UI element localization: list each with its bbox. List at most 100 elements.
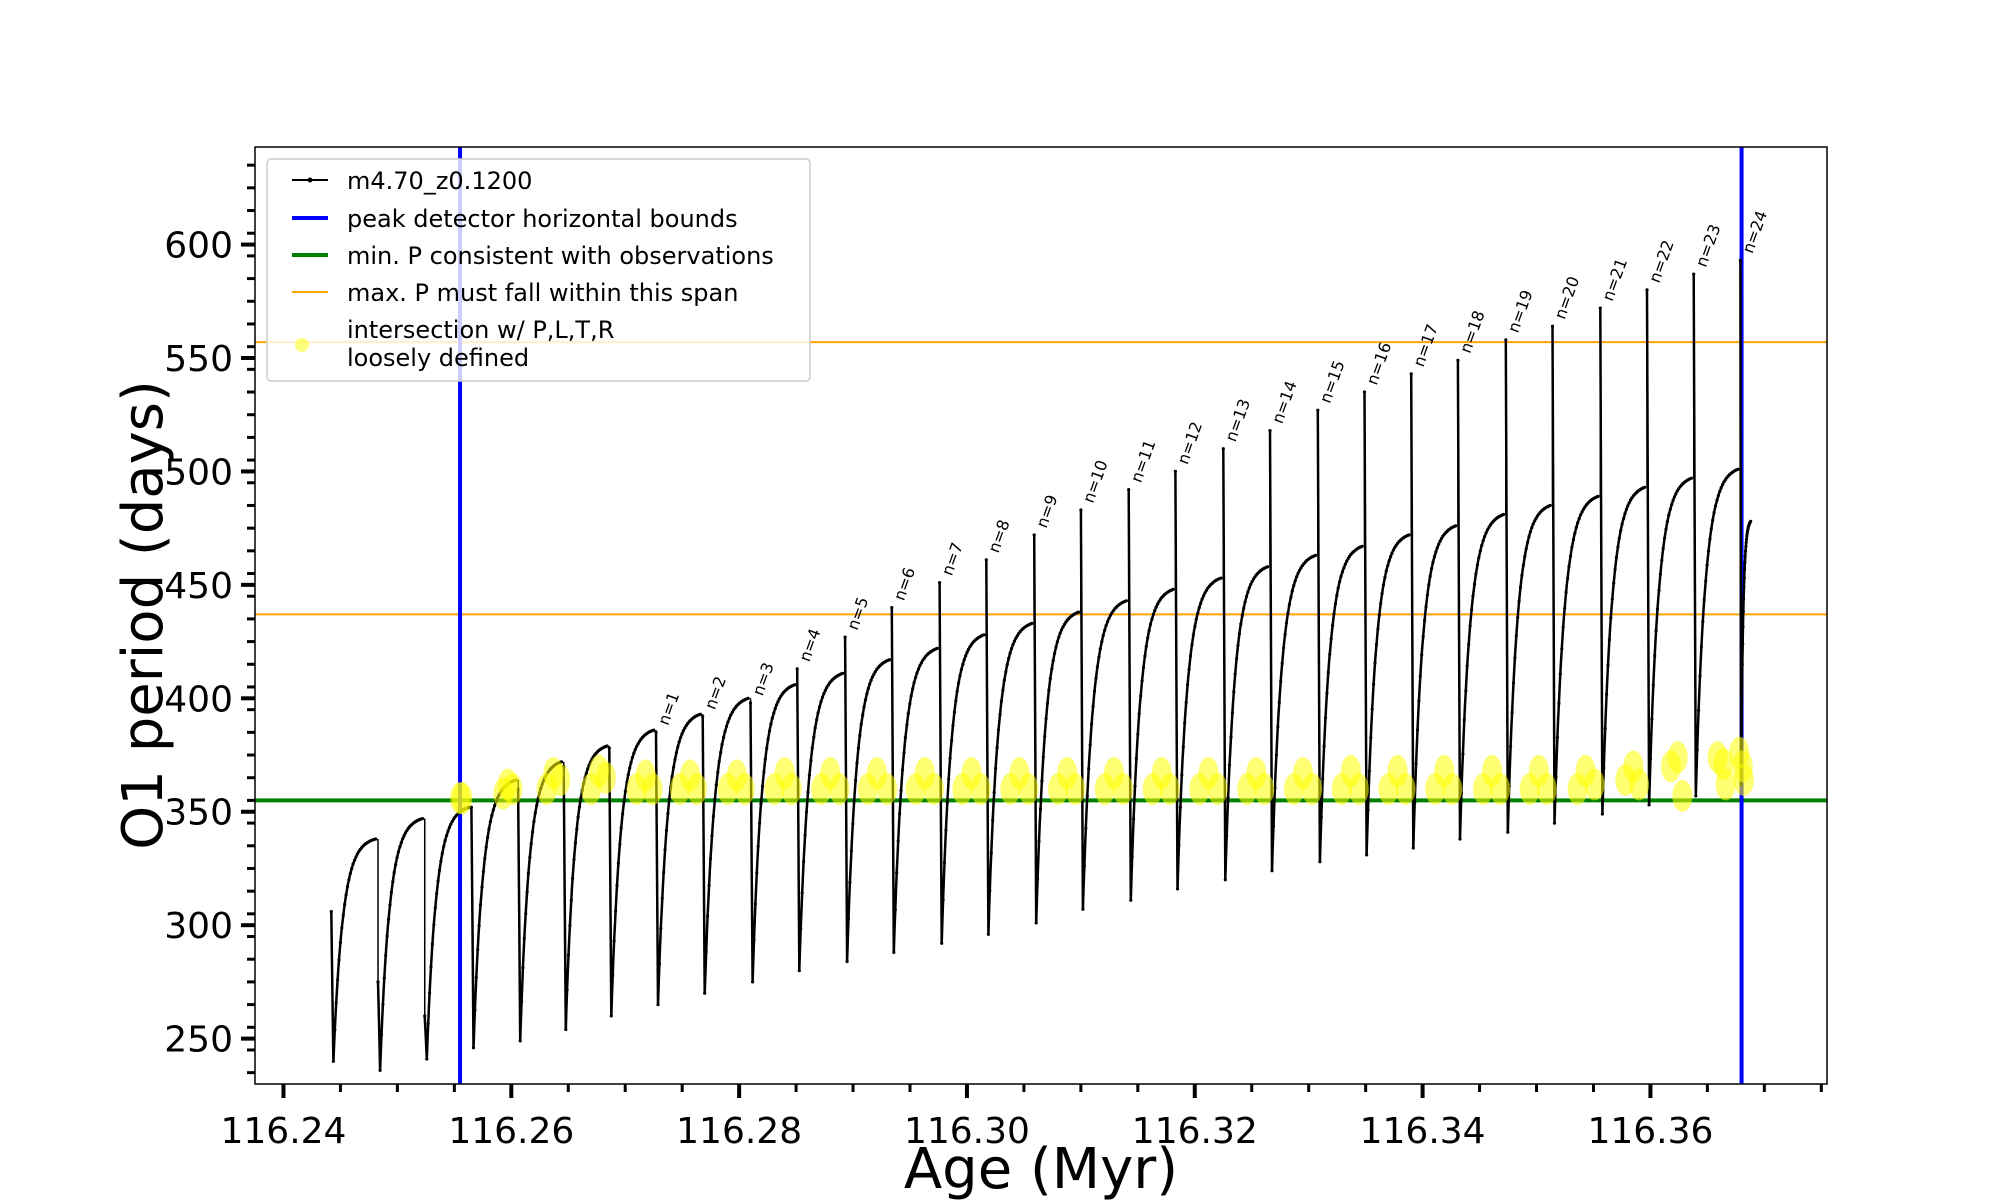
model-point xyxy=(1415,728,1420,732)
model-point xyxy=(1001,688,1005,692)
model-point xyxy=(1464,689,1468,693)
model-point xyxy=(1289,595,1293,599)
model-point xyxy=(961,662,965,666)
model-point xyxy=(401,837,405,841)
model-point xyxy=(887,658,892,662)
model-point xyxy=(1137,712,1141,716)
intersection-marker xyxy=(1207,773,1228,806)
model-point xyxy=(331,1059,335,1063)
model-point xyxy=(376,980,380,984)
model-point xyxy=(1743,554,1747,558)
model-point xyxy=(767,729,772,733)
model-point xyxy=(1462,718,1466,722)
model-point xyxy=(820,695,825,699)
model-point xyxy=(436,879,440,883)
model-point xyxy=(1282,646,1286,650)
model-point xyxy=(1184,700,1188,705)
model-point xyxy=(569,898,573,902)
model-point xyxy=(951,723,955,727)
model-point xyxy=(674,751,679,755)
model-point xyxy=(614,909,618,913)
model-point xyxy=(1424,605,1428,609)
model-point xyxy=(954,699,958,703)
model-point xyxy=(353,858,357,862)
intersection-marker xyxy=(550,763,571,796)
model-point xyxy=(818,705,822,709)
model-point xyxy=(1243,600,1247,604)
intersection-marker xyxy=(1672,779,1693,812)
model-point xyxy=(1186,683,1190,687)
model-point xyxy=(683,726,687,730)
model-point xyxy=(476,948,480,952)
model-point xyxy=(1381,583,1386,587)
intersection-marker xyxy=(1348,773,1369,806)
model-point xyxy=(1087,766,1091,771)
model-point xyxy=(1199,601,1203,605)
model-point xyxy=(1456,358,1460,362)
model-point xyxy=(1689,476,1693,480)
model-point xyxy=(1268,429,1272,433)
model-point xyxy=(616,861,621,866)
model-point xyxy=(892,950,896,955)
model-point xyxy=(445,834,449,838)
model-point xyxy=(1235,657,1239,661)
model-point xyxy=(1629,498,1633,502)
model-point xyxy=(995,746,999,750)
model-point xyxy=(1550,324,1555,328)
model-point xyxy=(1716,493,1720,498)
model-point xyxy=(1744,537,1749,541)
model-point xyxy=(1474,572,1478,576)
model-point xyxy=(898,812,902,816)
model-point xyxy=(1101,633,1105,638)
model-point xyxy=(1624,507,1628,511)
model-point xyxy=(1472,582,1477,586)
intersection-marker xyxy=(1536,773,1557,806)
model-point xyxy=(1711,518,1715,522)
model-point xyxy=(525,890,529,894)
model-point xyxy=(1247,586,1251,590)
model-point xyxy=(1221,447,1225,451)
model-point xyxy=(1698,674,1702,678)
model-point xyxy=(612,939,616,943)
model-point xyxy=(337,958,341,962)
model-point xyxy=(1048,677,1052,681)
model-point xyxy=(869,678,873,682)
model-point xyxy=(1417,699,1421,703)
model-point xyxy=(664,828,669,832)
model-point xyxy=(1332,612,1336,616)
model-point xyxy=(896,839,900,843)
model-point xyxy=(900,768,905,772)
model-point xyxy=(340,926,344,930)
model-point xyxy=(1614,555,1619,560)
model-point xyxy=(571,876,575,880)
model-point xyxy=(1655,607,1660,611)
legend-marker-intersection xyxy=(295,338,309,352)
model-point xyxy=(1613,567,1617,571)
model-point xyxy=(398,845,402,849)
model-point xyxy=(1229,735,1233,739)
model-point xyxy=(350,866,354,871)
model-point xyxy=(572,857,576,862)
model-point xyxy=(1653,654,1657,658)
model-point xyxy=(662,870,666,874)
model-point xyxy=(1664,527,1668,531)
model-point xyxy=(1516,615,1520,620)
model-point xyxy=(1036,877,1040,881)
model-point xyxy=(1223,878,1227,882)
model-point xyxy=(443,839,447,843)
model-point xyxy=(1708,537,1712,541)
model-point xyxy=(1316,408,1320,412)
model-point xyxy=(477,924,481,928)
model-point xyxy=(432,923,436,927)
model-point xyxy=(915,671,919,675)
model-point xyxy=(1050,667,1054,671)
model-point xyxy=(914,675,918,680)
model-point xyxy=(1697,708,1701,712)
intersection-marker xyxy=(1667,741,1688,774)
model-point xyxy=(906,712,910,716)
model-point xyxy=(1319,815,1323,819)
model-point xyxy=(912,681,916,685)
model-point xyxy=(1434,550,1438,554)
model-point xyxy=(698,712,703,716)
model-point xyxy=(1143,654,1147,658)
